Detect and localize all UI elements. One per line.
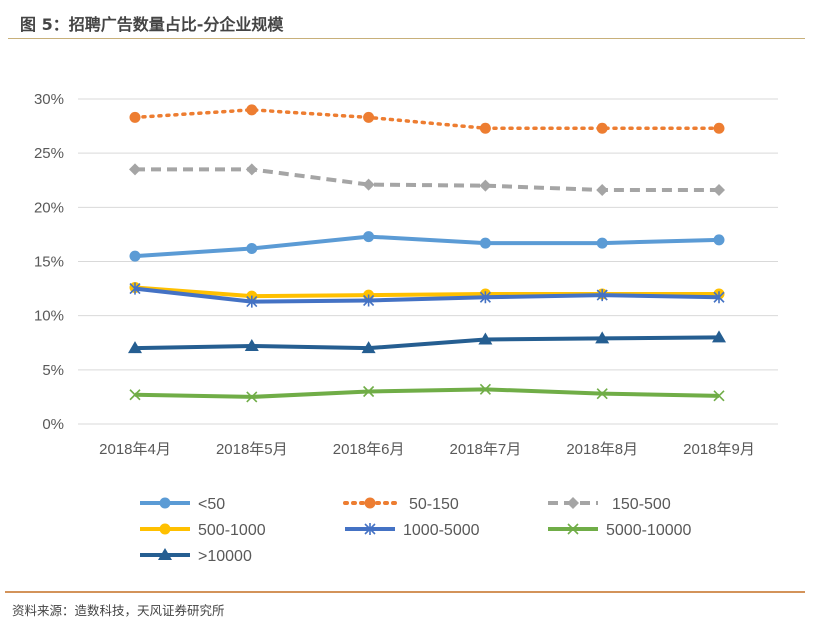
data-point bbox=[596, 122, 608, 134]
data-point bbox=[596, 184, 609, 196]
data-point bbox=[596, 289, 608, 302]
legend-marker bbox=[159, 523, 171, 535]
data-point bbox=[246, 243, 258, 254]
title-divider bbox=[8, 38, 805, 39]
data-point bbox=[713, 390, 725, 402]
x-tick-label: 2018年8月 bbox=[566, 441, 638, 458]
x-tick-label: 2018年5月 bbox=[216, 441, 288, 458]
legend-marker bbox=[364, 497, 376, 509]
legend-marker bbox=[567, 497, 579, 509]
data-point bbox=[595, 331, 610, 344]
data-point bbox=[129, 389, 141, 401]
data-point bbox=[713, 234, 725, 246]
data-point bbox=[479, 237, 491, 249]
x-tick-label: 2018年6月 bbox=[333, 441, 405, 458]
data-point bbox=[129, 163, 141, 176]
data-point bbox=[246, 391, 258, 403]
data-point bbox=[363, 111, 375, 123]
series-line-6 bbox=[134, 335, 720, 351]
data-point bbox=[596, 388, 608, 400]
series-line-2 bbox=[135, 167, 719, 192]
legend-marker bbox=[159, 497, 171, 509]
data-point bbox=[363, 231, 375, 243]
data-point bbox=[245, 163, 258, 176]
y-tick-label: 20% bbox=[34, 199, 64, 216]
data-point bbox=[246, 295, 258, 308]
data-point bbox=[479, 179, 492, 192]
legend-label: 150-500 bbox=[612, 496, 671, 513]
data-point bbox=[713, 184, 725, 196]
data-point bbox=[129, 111, 141, 123]
data-point bbox=[129, 282, 141, 295]
data-point bbox=[246, 104, 258, 116]
data-point bbox=[362, 178, 375, 191]
data-point bbox=[479, 291, 491, 304]
legend-label: 500-1000 bbox=[198, 522, 266, 539]
x-tick-label: 2018年4月 bbox=[99, 441, 171, 458]
legend-label: <50 bbox=[198, 496, 225, 513]
figure-title: 图 5：招聘广告数量占比-分企业规模 bbox=[20, 15, 284, 34]
series-line-1 bbox=[133, 108, 721, 130]
data-point bbox=[713, 122, 725, 134]
data-point bbox=[479, 383, 491, 395]
data-point bbox=[363, 294, 375, 307]
legend-label: 1000-5000 bbox=[403, 522, 480, 539]
x-tick-label: 2018年9月 bbox=[683, 441, 755, 458]
x-tick-label: 2018年7月 bbox=[450, 441, 522, 458]
data-point bbox=[479, 122, 491, 134]
data-point bbox=[361, 341, 376, 354]
data-point bbox=[478, 332, 493, 345]
data-point bbox=[244, 339, 259, 351]
data-point bbox=[713, 291, 725, 304]
legend-label: 50-150 bbox=[409, 496, 459, 513]
y-tick-label: 10% bbox=[34, 308, 64, 325]
legend-label: >10000 bbox=[198, 548, 252, 565]
data-point bbox=[129, 250, 141, 262]
y-tick-label: 15% bbox=[34, 254, 64, 271]
y-tick-label: 5% bbox=[42, 362, 64, 379]
y-tick-label: 30% bbox=[34, 91, 64, 108]
legend-label: 5000-10000 bbox=[606, 522, 692, 539]
footer-divider bbox=[5, 591, 805, 593]
data-point bbox=[596, 237, 608, 249]
legend-marker bbox=[158, 548, 172, 560]
data-point bbox=[712, 330, 726, 343]
source-note: 资料来源：造数科技，天风证券研究所 bbox=[12, 603, 225, 618]
y-tick-label: 25% bbox=[34, 145, 64, 162]
series-line-0 bbox=[134, 234, 720, 259]
y-tick-label: 0% bbox=[42, 416, 64, 433]
data-point bbox=[128, 341, 142, 354]
legend-marker bbox=[567, 523, 579, 535]
series-line-5 bbox=[134, 387, 720, 399]
series-line-4 bbox=[134, 286, 720, 304]
data-point bbox=[363, 385, 375, 398]
legend-marker bbox=[364, 523, 376, 535]
